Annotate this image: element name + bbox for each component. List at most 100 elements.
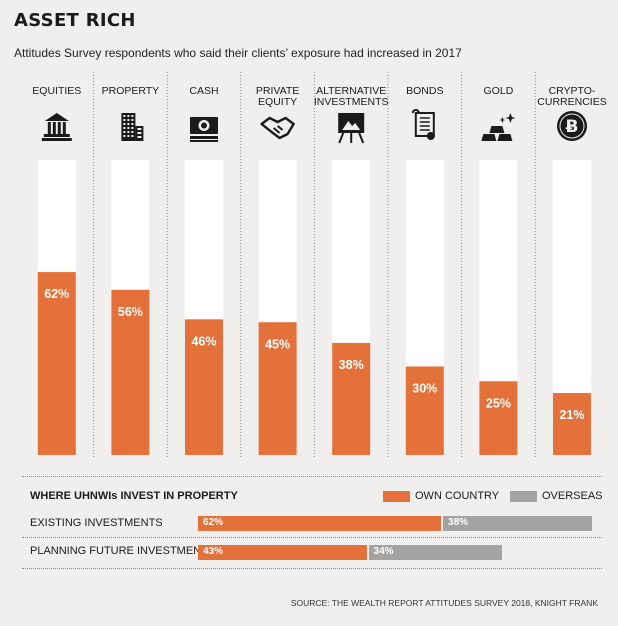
scroll-roll [411,109,420,114]
divider-row [22,537,602,538]
window [127,115,130,117]
bar-value-label: 21% [559,408,584,422]
sparkle [499,117,506,123]
certificate-icon [411,109,435,140]
bar-value-label: 38% [339,358,364,372]
window [131,115,134,117]
leg [338,132,345,144]
window [137,132,142,134]
coin [557,111,587,141]
divider-bottom [22,568,602,569]
bar-label: 43% [203,546,224,557]
picture [342,121,361,130]
window [137,128,142,130]
hands [260,116,295,140]
bar-future-overseas: 34% [368,545,502,560]
bar-future-own-country: 43% [198,545,367,560]
window [137,136,142,138]
bar-existing-overseas: 38% [443,516,592,531]
bank-roof [44,113,69,121]
divider-top [22,476,602,477]
bank-column [47,122,51,134]
bar-label: 62% [203,517,224,528]
handshake-icon [260,116,295,140]
category-label: EQUITIES [32,85,81,97]
property-chart-title: WHERE UHNWIs INVEST IN PROPERTY [30,490,238,502]
coin-rim [559,113,585,139]
cash-icon [190,117,218,142]
gold-bar [489,126,505,133]
window [131,131,134,133]
bar-label: 34% [373,546,394,557]
window [127,131,130,133]
note-seal-core [201,122,207,129]
bar-value-label: 45% [265,337,290,351]
bank-column [52,122,56,134]
category-label: CASH [189,85,218,97]
bar [185,319,223,455]
bar [111,289,150,455]
window [131,127,134,129]
legend-swatch-own-country [383,491,410,502]
source-note: SOURCE: THE WEALTH REPORT ATTITUDES SURV… [290,598,598,608]
window [127,127,130,129]
category-label: BONDS [406,85,443,97]
category-label: EQUITY [258,96,297,108]
bar [258,322,297,455]
leg [358,132,365,144]
category-label: PRIVATE [256,85,299,97]
bank-column [62,122,66,134]
row-label-future: PLANNING FUTURE INVESTMENTS [30,545,216,557]
category-label: ALTERNATIVE [316,85,386,97]
building-icon [121,113,144,141]
bar-label: 38% [448,517,469,528]
bar [37,272,76,455]
gold-bar [497,134,513,141]
window [131,119,134,121]
gold-bars-icon [481,113,516,141]
window [123,119,126,121]
window [123,135,126,137]
legend-label-overseas: OVERSEAS [542,490,603,502]
category-label: CRYPTO- [549,85,596,97]
legend-label-own-country: OWN COUNTRY [415,490,500,502]
bitcoin-symbol: Ƀ [566,117,579,137]
category-label: GOLD [484,85,514,97]
bar [332,342,371,455]
seal [426,132,435,140]
legend-swatch-overseas [510,491,537,502]
bar [553,393,591,455]
category-label: PROPERTY [102,85,160,97]
window [131,135,134,137]
bar-value-label: 56% [118,305,143,319]
sparkle [505,113,516,123]
bitcoin-icon: Ƀ [557,111,587,141]
page-subtitle: Attitudes Survey respondents who said th… [14,46,462,60]
window [127,119,130,121]
window [123,127,126,129]
bank-column [57,122,61,134]
window [123,131,126,133]
bank-step [41,138,72,141]
page-title: ASSET RICH [14,10,136,31]
fingers [272,125,284,134]
bar [405,366,444,455]
asset-bar-chart: EQUITIES 62% PROPERTY 56% CASH 46% PRIVATEEQUI… [32,72,607,458]
window [127,123,130,125]
row-label-existing: EXISTING INVESTMENTS [30,517,163,529]
category-label: CURRENCIES [537,96,606,108]
window [123,123,126,125]
bank-icon [41,113,72,141]
note-stack [190,140,218,142]
note-stack [190,136,218,139]
window [127,135,130,137]
bar-value-label: 25% [486,396,511,410]
category-label: INVESTMENTS [314,96,389,108]
bar-existing-own-country: 62% [198,516,442,531]
gold-bar [481,134,497,141]
bar [479,381,518,455]
bank-base [43,134,70,137]
easel-icon [338,113,365,144]
bar-value-label: 46% [191,334,216,348]
